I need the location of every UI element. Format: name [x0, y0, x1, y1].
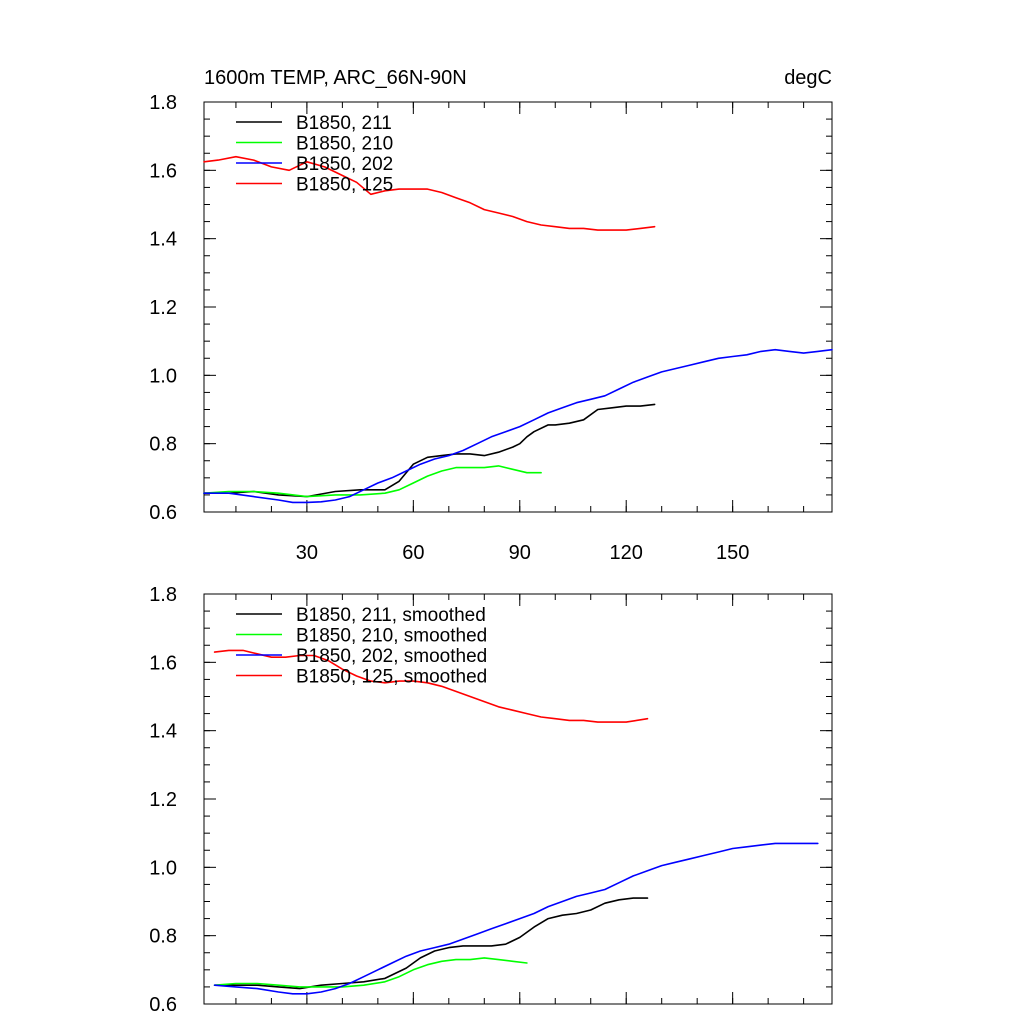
- x-tick-label: 150: [716, 542, 749, 564]
- y-tick-label: 1.2: [149, 297, 177, 319]
- series-line: [213, 649, 649, 723]
- x-tick-label: 30: [296, 542, 318, 564]
- legend-entry: B1850, 211: [296, 113, 392, 134]
- x-tick-label: 90: [509, 542, 531, 564]
- legend-entry: B1850, 211, smoothed: [296, 605, 486, 626]
- y-tick-label: 0.6: [149, 502, 177, 524]
- legend-entry: B1850, 210, smoothed: [296, 626, 487, 647]
- y-tick-label: 1.4: [149, 229, 177, 251]
- x-tick-label: 60: [402, 542, 424, 564]
- bottom-panel: 0.6 0.8 1.0 1.2 1.4 1.6 1.8 B1850, 211, smoothe…: [149, 584, 833, 1016]
- legend-entry: B1850, 125, smoothed: [296, 667, 487, 688]
- chart-units: degC: [784, 67, 832, 89]
- y-tick-label: 1.6: [149, 652, 177, 674]
- top-panel: 0.6 0.8 1.0 1.2 1.4 1.6 1.8 30 60 90 120 150 1600m T…: [149, 67, 833, 564]
- legend-entry: B1850, 202, smoothed: [296, 646, 487, 667]
- y-tick-label: 0.6: [149, 994, 177, 1016]
- y-tick-label: 1.2: [149, 789, 177, 811]
- legend-entry: B1850, 202: [296, 154, 393, 175]
- series-line: [213, 957, 528, 988]
- series-line: [203, 403, 656, 498]
- y-tick-label: 1.0: [149, 857, 177, 879]
- series-line: [203, 465, 542, 498]
- legend-entry: B1850, 210: [296, 134, 393, 155]
- y-tick-label: 1.6: [149, 160, 177, 182]
- legend-entry: B1850, 125: [296, 175, 393, 196]
- series-line: [203, 155, 656, 231]
- x-tick-label: 120: [610, 542, 643, 564]
- y-tick-label: 1.8: [149, 92, 177, 114]
- chart-title: 1600m TEMP, ARC_66N-90N: [204, 67, 467, 89]
- y-tick-label: 1.8: [149, 584, 177, 606]
- y-tick-label: 0.8: [149, 434, 177, 456]
- series-line: [213, 897, 649, 990]
- series-line: [213, 842, 819, 995]
- y-tick-label: 0.8: [149, 926, 177, 948]
- y-tick-label: 1.0: [149, 365, 177, 387]
- y-tick-label: 1.4: [149, 721, 177, 743]
- series-line: [203, 348, 833, 504]
